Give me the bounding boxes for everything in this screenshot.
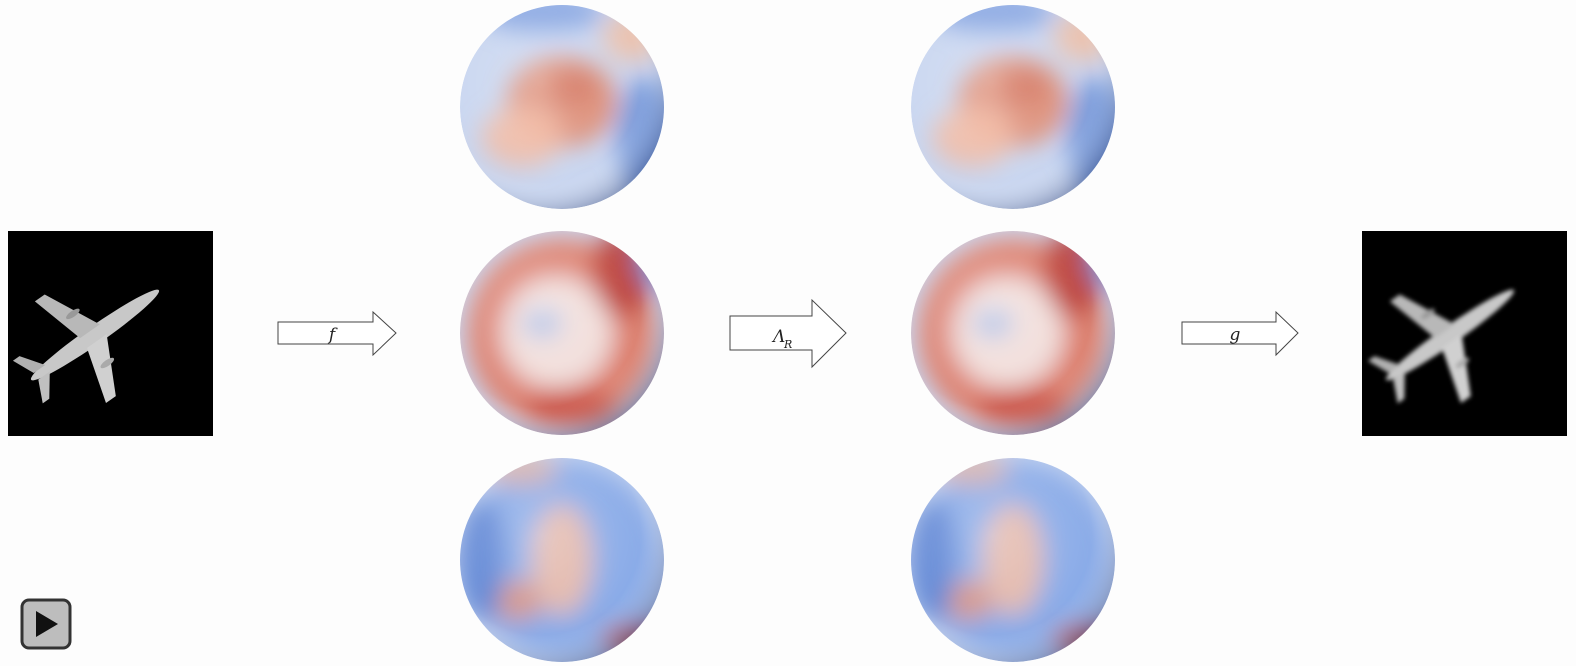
diagram: f Λ R g bbox=[0, 0, 1576, 666]
arrow-label: g bbox=[1230, 325, 1241, 345]
play-button[interactable] bbox=[22, 600, 70, 648]
sphere bbox=[460, 228, 677, 435]
sphere bbox=[911, 228, 1128, 435]
sphere bbox=[908, 455, 1123, 662]
sphere-shade bbox=[460, 231, 664, 435]
sphere-shade bbox=[911, 5, 1115, 209]
sphere bbox=[460, 0, 677, 209]
arrow-f: f bbox=[278, 312, 396, 355]
arrow-lambda: Λ R bbox=[730, 300, 846, 367]
page: f Λ R g (() => { const data = JSON.parse… bbox=[0, 0, 1576, 666]
sphere-shade bbox=[460, 5, 664, 209]
sphere-shade bbox=[460, 458, 664, 662]
sphere-shade bbox=[911, 231, 1115, 435]
arrow-g: g bbox=[1182, 312, 1298, 355]
sphere-shade bbox=[911, 458, 1115, 662]
arrow-subscript: R bbox=[783, 338, 792, 351]
sphere bbox=[457, 455, 672, 662]
sphere bbox=[911, 0, 1128, 209]
